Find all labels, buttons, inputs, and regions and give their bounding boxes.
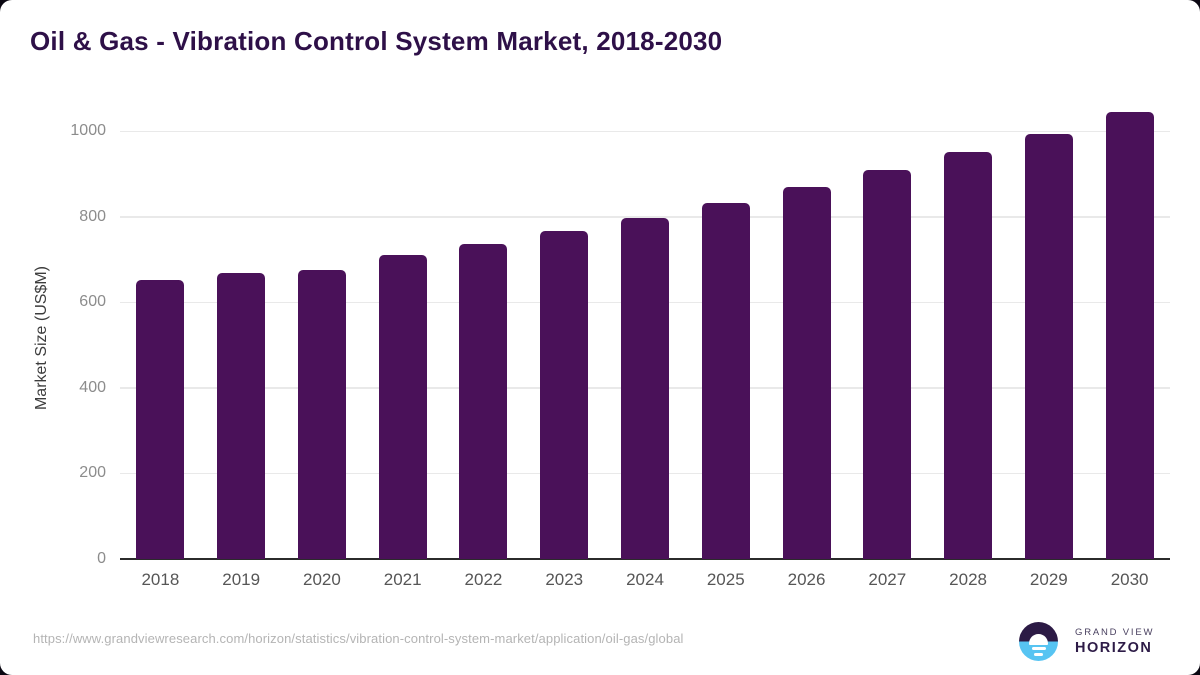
bar-2029 xyxy=(1024,133,1073,559)
logo-grand-view-text: GRAND VIEW xyxy=(1075,627,1155,638)
y-axis-title: Market Size (US$M) xyxy=(33,265,50,411)
y-tick-label-1000: 1000 xyxy=(70,122,106,139)
y-tick-label-800: 800 xyxy=(79,207,106,225)
bar-2026 xyxy=(782,187,831,559)
x-tick-label-2028: 2028 xyxy=(949,570,987,589)
x-tick-label-2019: 2019 xyxy=(222,570,261,589)
bar-2018 xyxy=(136,280,185,559)
sunrise-reflection-line-1 xyxy=(1031,647,1046,650)
chart-title: Oil & Gas - Vibration Control System Mar… xyxy=(30,26,723,56)
bar-2020 xyxy=(297,269,346,559)
y-tick-label-600: 600 xyxy=(79,293,106,311)
horizon-sunrise-logo-icon xyxy=(1019,622,1058,661)
bar-2025 xyxy=(701,202,750,559)
bar-2027 xyxy=(863,169,912,559)
x-tick-label-2020: 2020 xyxy=(303,570,341,589)
plot-area xyxy=(120,111,1170,560)
source-url: https://www.grandviewresearch.com/horizo… xyxy=(33,631,684,646)
x-tick-label-2021: 2021 xyxy=(383,570,422,589)
y-tick-label-200: 200 xyxy=(79,464,106,482)
gridline-1000 xyxy=(120,130,1170,132)
brand-logo: GRAND VIEW HORIZON xyxy=(1019,622,1154,661)
bar-2021 xyxy=(378,254,427,559)
x-tick-label-2024: 2024 xyxy=(626,570,664,589)
x-tick-label-2030: 2030 xyxy=(1110,570,1149,589)
bar-2022 xyxy=(459,244,508,559)
x-tick-label-2018: 2018 xyxy=(141,570,180,589)
y-tick-label-400: 400 xyxy=(79,378,106,396)
sunrise-reflection-line-2 xyxy=(1034,652,1043,656)
gridline-800 xyxy=(120,216,1170,218)
bar-2023 xyxy=(540,231,589,559)
brand-logo-text: GRAND VIEW HORIZON xyxy=(1075,627,1154,656)
x-tick-label-2029: 2029 xyxy=(1029,570,1068,589)
x-tick-label-2022: 2022 xyxy=(464,570,503,589)
x-tick-label-2023: 2023 xyxy=(545,570,584,589)
bar-2024 xyxy=(621,217,669,559)
sunrise-dome-shape xyxy=(1029,634,1048,645)
bar-2019 xyxy=(217,273,266,559)
y-tick-label-0: 0 xyxy=(97,550,106,567)
logo-horizon-text: HORIZON xyxy=(1075,640,1153,656)
x-tick-label-2025: 2025 xyxy=(706,570,745,589)
bar-2028 xyxy=(944,152,993,559)
x-tick-label-2026: 2026 xyxy=(787,570,826,589)
x-tick-label-2027: 2027 xyxy=(868,570,907,589)
bar-2030 xyxy=(1105,111,1154,559)
